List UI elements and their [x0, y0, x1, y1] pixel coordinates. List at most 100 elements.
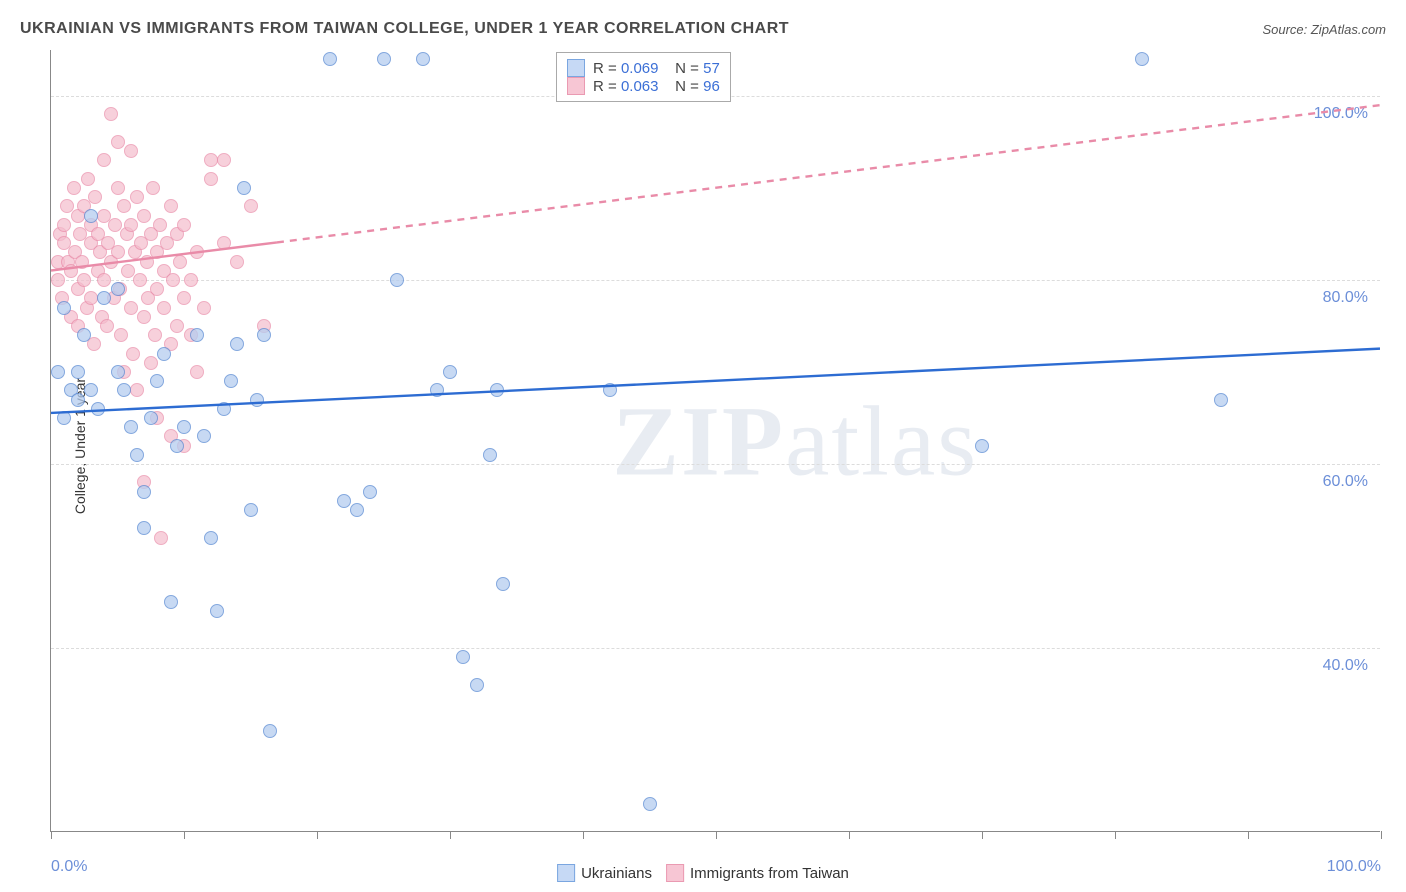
ukrainians-point	[350, 503, 364, 517]
ukrainians-point	[177, 420, 191, 434]
y-tick-label: 40.0%	[1323, 657, 1368, 675]
stats-row: R = 0.069 N = 57	[567, 59, 720, 77]
ukrainians-point	[224, 374, 238, 388]
ukrainians-point	[643, 797, 657, 811]
ukrainians-point	[390, 273, 404, 287]
ukrainians-point	[77, 328, 91, 342]
ukrainians-point	[217, 402, 231, 416]
taiwan-point	[88, 190, 102, 204]
stats-text: R = 0.063 N = 96	[593, 78, 720, 95]
taiwan-point	[170, 319, 184, 333]
legend-swatch-icon	[567, 59, 585, 77]
ukrainians-point	[157, 347, 171, 361]
taiwan-point	[81, 172, 95, 186]
bottom-legend: Ukrainians Immigrants from Taiwan	[557, 864, 849, 882]
ukrainians-point	[117, 383, 131, 397]
ukrainians-point	[975, 439, 989, 453]
legend-swatch-icon	[557, 864, 575, 882]
taiwan-point	[184, 273, 198, 287]
ukrainians-point	[197, 429, 211, 443]
x-tick	[982, 831, 983, 839]
ukrainians-point	[164, 595, 178, 609]
watermark: ZIPatlas	[612, 383, 978, 498]
legend-label: Immigrants from Taiwan	[690, 865, 849, 882]
taiwan-point	[130, 190, 144, 204]
legend-item: Immigrants from Taiwan	[666, 864, 849, 882]
x-tick	[716, 831, 717, 839]
taiwan-point	[164, 199, 178, 213]
ukrainians-point	[144, 411, 158, 425]
ukrainians-point	[244, 503, 258, 517]
taiwan-point	[230, 255, 244, 269]
ukrainians-point	[470, 678, 484, 692]
stats-row: R = 0.063 N = 96	[567, 77, 720, 95]
taiwan-point	[153, 218, 167, 232]
taiwan-point	[217, 236, 231, 250]
y-tick-label: 80.0%	[1323, 289, 1368, 307]
ukrainians-point	[204, 531, 218, 545]
ukrainians-point	[71, 393, 85, 407]
taiwan-point	[148, 328, 162, 342]
taiwan-point	[166, 273, 180, 287]
taiwan-point	[51, 273, 65, 287]
taiwan-point	[97, 153, 111, 167]
ukrainians-point	[496, 577, 510, 591]
ukrainians-point	[84, 383, 98, 397]
taiwan-point	[137, 310, 151, 324]
ukrainians-point	[377, 52, 391, 66]
ukrainians-point	[111, 365, 125, 379]
ukrainians-point	[57, 301, 71, 315]
taiwan-point	[144, 356, 158, 370]
source-label: Source: ZipAtlas.com	[1262, 22, 1386, 37]
ukrainians-point	[443, 365, 457, 379]
stats-box: R = 0.069 N = 57R = 0.063 N = 96	[556, 52, 731, 102]
x-tick	[1115, 831, 1116, 839]
ukrainians-point	[97, 291, 111, 305]
ukrainians-point	[1214, 393, 1228, 407]
taiwan-point	[100, 319, 114, 333]
ukrainians-point	[137, 485, 151, 499]
taiwan-point	[204, 153, 218, 167]
ukrainians-point	[456, 650, 470, 664]
ukrainians-point	[170, 439, 184, 453]
x-tick	[317, 831, 318, 839]
x-tick	[1248, 831, 1249, 839]
ukrainians-point	[363, 485, 377, 499]
taiwan-point	[146, 181, 160, 195]
taiwan-point	[97, 273, 111, 287]
y-tick-label: 100.0%	[1314, 105, 1368, 123]
gridline	[51, 464, 1380, 465]
ukrainians-point	[111, 282, 125, 296]
taiwan-point	[173, 255, 187, 269]
taiwan-point	[133, 273, 147, 287]
gridline	[51, 280, 1380, 281]
ukrainians-point	[84, 209, 98, 223]
ukrainians-point	[124, 420, 138, 434]
ukrainians-point	[137, 521, 151, 535]
stats-text: R = 0.069 N = 57	[593, 60, 720, 77]
taiwan-point	[150, 282, 164, 296]
y-tick-label: 60.0%	[1323, 473, 1368, 491]
ukrainians-point	[430, 383, 444, 397]
ukrainians-point	[71, 365, 85, 379]
legend-item: Ukrainians	[557, 864, 652, 882]
taiwan-point	[154, 531, 168, 545]
ukrainians-point	[257, 328, 271, 342]
x-tick-label: 100.0%	[1327, 858, 1381, 876]
taiwan-point	[217, 153, 231, 167]
taiwan-point	[190, 245, 204, 259]
ukrainians-point	[237, 181, 251, 195]
taiwan-point	[157, 301, 171, 315]
ukrainians-point	[483, 448, 497, 462]
taiwan-point	[244, 199, 258, 213]
trend-line	[277, 105, 1380, 242]
ukrainians-point	[263, 724, 277, 738]
legend-label: Ukrainians	[581, 865, 652, 882]
taiwan-point	[77, 273, 91, 287]
legend-swatch-icon	[666, 864, 684, 882]
taiwan-point	[57, 218, 71, 232]
x-tick-label: 0.0%	[51, 858, 87, 876]
x-tick	[1381, 831, 1382, 839]
ukrainians-point	[51, 365, 65, 379]
taiwan-point	[114, 328, 128, 342]
